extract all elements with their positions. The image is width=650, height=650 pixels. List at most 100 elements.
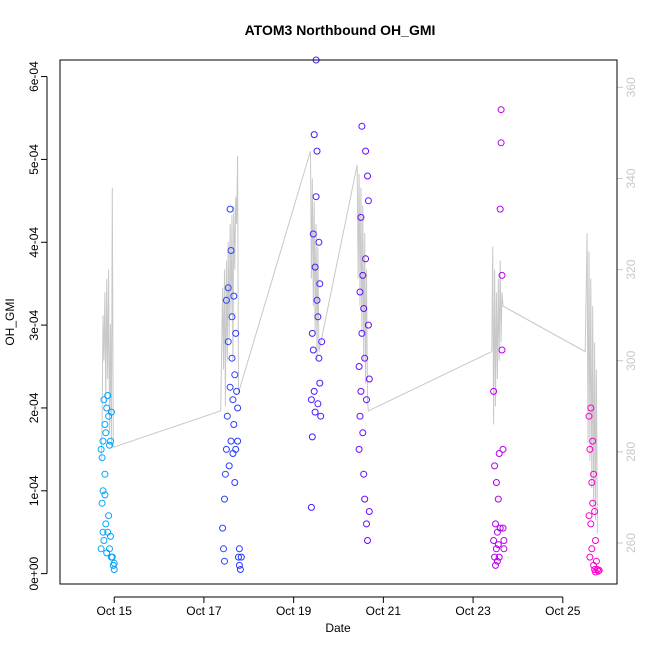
plot-frame	[59, 59, 618, 585]
data-point	[497, 106, 505, 114]
data-point	[235, 561, 243, 569]
y-tick-label: 0e+00	[27, 556, 41, 590]
right-tick-label: 320	[624, 259, 638, 279]
series-5	[490, 106, 508, 569]
data-point	[363, 396, 370, 404]
x-tick-label: Oct 17	[186, 604, 222, 618]
data-point	[309, 230, 317, 238]
right-tick-label: 260	[624, 533, 638, 553]
data-point	[499, 524, 507, 532]
y-axis-label: OH_GMI	[3, 298, 17, 345]
data-point	[110, 559, 118, 567]
right-tick-label: 280	[624, 442, 638, 462]
data-point	[99, 487, 107, 495]
series-1	[97, 392, 118, 573]
data-point	[222, 445, 230, 453]
data-point	[495, 553, 503, 561]
data-point	[228, 354, 236, 362]
chart-title: ATOM3 Northbound OH_GMI	[245, 22, 436, 38]
data-point	[358, 122, 366, 130]
data-point	[590, 470, 598, 478]
data-point	[357, 387, 365, 395]
data-point	[595, 566, 603, 574]
x-tick-label: Oct 23	[455, 604, 491, 618]
data-point	[307, 396, 315, 404]
data-point	[232, 445, 240, 453]
data-point	[102, 429, 110, 437]
data-point	[230, 292, 238, 300]
x-tick-label: Oct 19	[276, 604, 312, 618]
data-point	[97, 445, 105, 453]
data-point	[491, 462, 499, 470]
data-point	[490, 537, 498, 544]
data-point	[315, 354, 323, 362]
data-point	[592, 537, 599, 544]
data-point	[227, 247, 235, 254]
data-point	[231, 371, 239, 379]
data-point	[493, 557, 501, 565]
data-point	[314, 313, 322, 321]
data-point	[592, 557, 600, 565]
data-point	[310, 131, 318, 139]
data-point	[106, 545, 113, 553]
data-point	[589, 499, 597, 507]
data-point	[586, 445, 594, 453]
data-point	[308, 329, 316, 337]
data-point	[317, 412, 325, 420]
series-2	[219, 205, 245, 573]
data-point	[365, 375, 373, 383]
right-tick-label: 360	[624, 77, 638, 97]
y-tick-label: 5e-04	[27, 144, 41, 175]
data-point	[355, 445, 363, 453]
data-point	[98, 499, 106, 507]
data-point	[234, 404, 242, 412]
data-point	[236, 566, 244, 573]
data-point	[355, 363, 363, 370]
data-point	[361, 495, 369, 503]
data-point	[230, 421, 238, 428]
data-point	[107, 437, 114, 445]
data-point	[226, 383, 234, 391]
data-point	[106, 441, 113, 449]
data-point	[589, 437, 597, 445]
data-point	[497, 139, 505, 147]
data-point	[100, 537, 108, 544]
right-tick-label: 300	[624, 350, 638, 370]
series-3	[307, 56, 326, 511]
data-point	[221, 557, 228, 565]
data-points-layer	[97, 56, 603, 576]
data-point	[587, 404, 595, 412]
data-point	[490, 387, 498, 395]
data-point	[588, 545, 596, 553]
data-point	[98, 454, 106, 462]
data-point	[235, 553, 242, 561]
data-point	[235, 545, 243, 553]
data-point	[229, 396, 237, 404]
data-point	[101, 491, 109, 499]
data-point	[357, 213, 365, 221]
data-point	[313, 147, 321, 155]
data-point	[364, 172, 371, 180]
data-point	[232, 329, 240, 337]
data-point	[363, 520, 370, 528]
x-tick-label: Oct 25	[545, 604, 581, 618]
data-point	[225, 462, 233, 470]
data-point	[358, 329, 366, 337]
data-point	[362, 255, 370, 263]
data-point	[492, 520, 499, 528]
data-point	[587, 520, 595, 528]
data-point	[496, 205, 504, 213]
data-point	[107, 408, 115, 416]
data-point	[361, 354, 369, 362]
right-tick-label: 340	[624, 168, 638, 188]
data-point	[220, 545, 227, 553]
data-point	[100, 396, 108, 404]
data-point	[586, 553, 594, 561]
series-4	[355, 122, 373, 544]
data-point	[310, 387, 318, 395]
data-point	[318, 338, 326, 346]
y-tick-label: 3e-04	[27, 309, 41, 340]
y-tick-label: 6e-04	[27, 61, 41, 92]
